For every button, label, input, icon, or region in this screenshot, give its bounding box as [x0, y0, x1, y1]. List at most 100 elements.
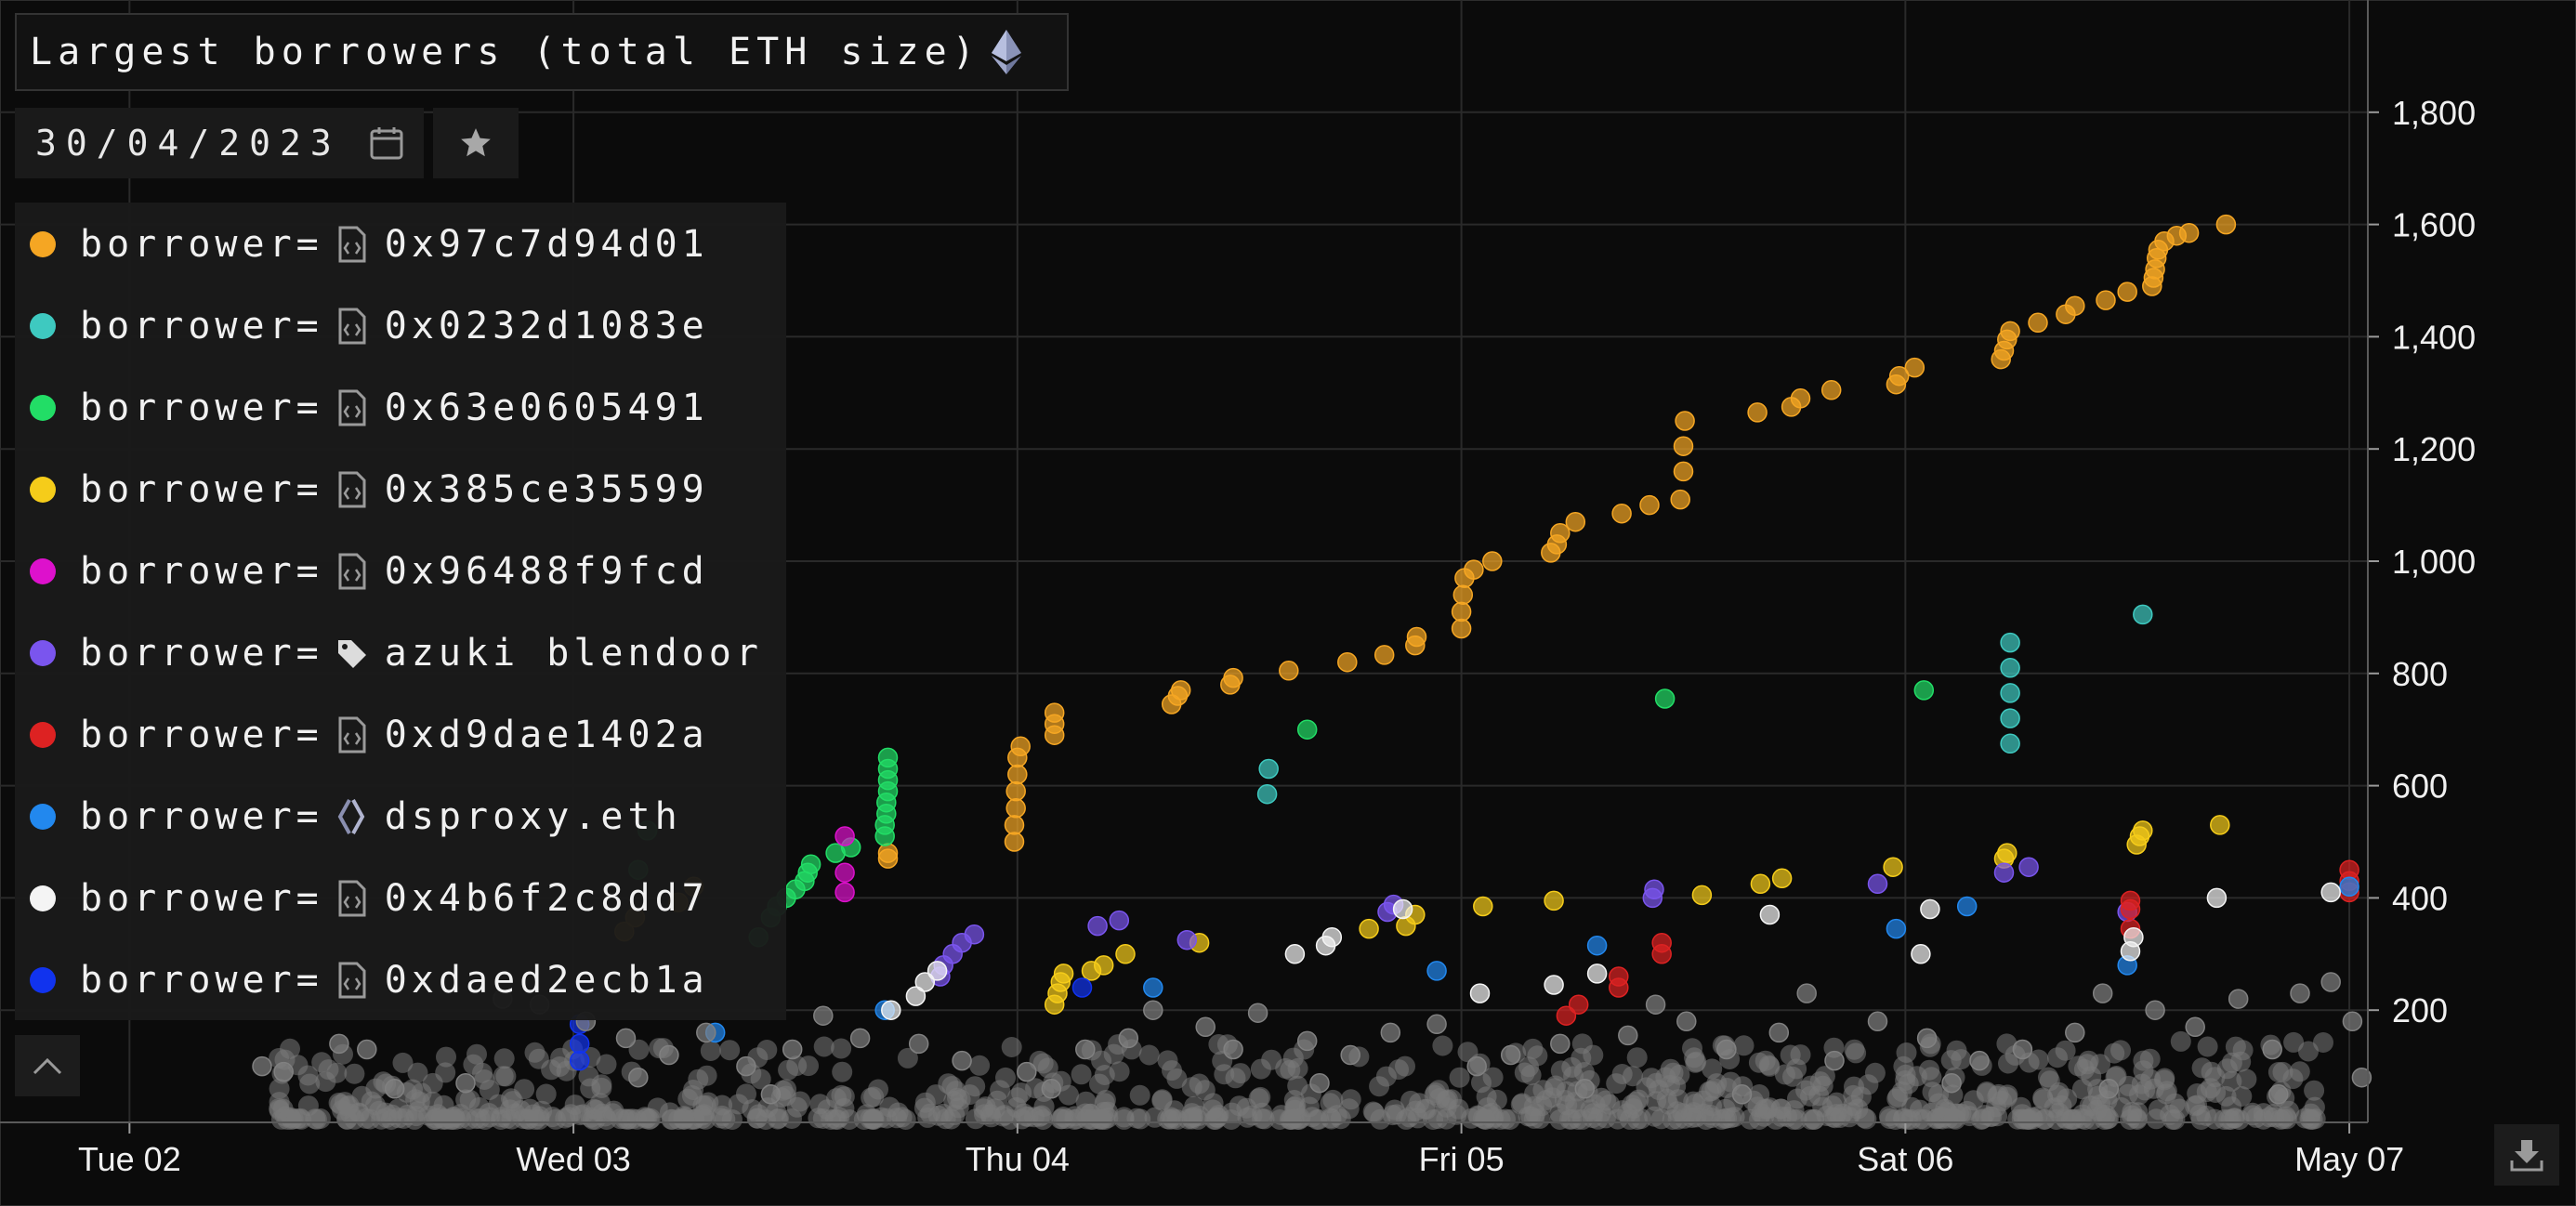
- background-point: [1814, 1066, 1835, 1087]
- legend-item[interactable]: borrower= 0xd9dae1402a: [15, 694, 786, 776]
- data-point-series-5: [1109, 910, 1130, 931]
- data-point-series-3: [1997, 843, 2017, 863]
- legend-item[interactable]: borrower= 0x4b6f2c8dd7: [15, 858, 786, 939]
- data-point-series-1: [2000, 733, 2020, 754]
- legend-item[interactable]: borrower= 0x97c7d94d01: [15, 203, 786, 285]
- legend-item[interactable]: borrower= dsproxy.eth: [15, 776, 786, 858]
- legend-dot: [30, 395, 56, 421]
- date-picker[interactable]: 30/04/2023: [15, 108, 424, 178]
- x-tick-label: Tue 02: [78, 1140, 181, 1178]
- data-point-series-0: [1611, 503, 1632, 524]
- data-point-series-0: [1004, 832, 1025, 852]
- data-point-series-10: [1676, 1011, 1697, 1032]
- data-point-series-8: [914, 972, 936, 992]
- legend-item[interactable]: borrower= 0x63e0605491: [15, 367, 786, 449]
- background-point: [305, 1108, 326, 1130]
- background-point: [1841, 1102, 1862, 1123]
- legend-item[interactable]: borrower= azuki blendoor: [15, 612, 786, 694]
- data-point-series-10: [696, 1022, 716, 1043]
- data-point-series-1: [2133, 604, 2153, 625]
- calendar-icon[interactable]: [368, 125, 405, 162]
- y-tick-label: 600: [2392, 767, 2448, 806]
- data-point-series-10: [1466, 1055, 1487, 1077]
- data-point-series-0: [1673, 436, 1694, 456]
- download-button[interactable]: [2494, 1124, 2559, 1186]
- data-point-series-1: [1258, 758, 1279, 780]
- data-point-series-6: [1651, 932, 1672, 953]
- data-point-series-10: [659, 1044, 679, 1066]
- y-tick-label: 1,400: [2392, 318, 2476, 356]
- data-point-series-0: [2117, 282, 2137, 302]
- data-point-series-7: [2339, 876, 2359, 898]
- data-point-series-10: [736, 1055, 756, 1077]
- data-point-series-5: [964, 924, 985, 945]
- background-point: [2221, 1052, 2242, 1073]
- data-point-series-0: [1451, 618, 1472, 639]
- data-point-series-3: [1691, 885, 1713, 906]
- legend-item[interactable]: borrower= 0xdaed2ecb1a: [15, 939, 786, 1021]
- legend-label: borrower=: [80, 468, 323, 511]
- data-point-series-0: [1790, 388, 1811, 409]
- y-tick-label: 1,000: [2392, 543, 2476, 581]
- legend-value: 0xdaed2ecb1a: [384, 959, 709, 1002]
- data-point-series-8: [1911, 944, 1931, 964]
- contract-file-icon: [335, 551, 368, 592]
- data-point-series-1: [1256, 783, 1278, 805]
- data-point-series-10: [1645, 994, 1666, 1015]
- data-point-series-3: [1093, 955, 1114, 976]
- background-point: [1320, 1093, 1341, 1114]
- background-point: [2197, 1036, 2218, 1057]
- legend-label: borrower=: [80, 714, 323, 756]
- data-point-series-0: [1373, 645, 1395, 665]
- background-point: [1362, 1101, 1384, 1122]
- data-point-series-0: [1170, 680, 1191, 701]
- data-point-series-10: [2351, 1067, 2372, 1088]
- data-point-series-0: [1888, 365, 1910, 387]
- background-point: [1583, 1044, 1604, 1066]
- data-point-series-10: [813, 1005, 834, 1026]
- background-point: [1075, 1103, 1096, 1124]
- background-point: [493, 1048, 515, 1069]
- background-point: [1423, 1109, 1444, 1130]
- data-point-series-0: [2096, 290, 2116, 310]
- data-point-series-8: [905, 986, 927, 1006]
- background-point: [1898, 1073, 1919, 1095]
- background-point: [2038, 1067, 2058, 1088]
- data-point-series-8: [1469, 983, 1491, 1003]
- legend-value: dsproxy.eth: [384, 795, 682, 838]
- legend-label: borrower=: [80, 223, 323, 266]
- contract-file-icon: [335, 224, 368, 265]
- legend-item[interactable]: borrower= 0x385ce35599: [15, 449, 786, 531]
- collapse-legend-button[interactable]: [15, 1035, 80, 1096]
- background-point: [1641, 1068, 1663, 1089]
- background-point: [897, 1047, 918, 1068]
- legend-item[interactable]: borrower= 0x96488f9fcd: [15, 531, 786, 612]
- data-point-series-6: [2120, 890, 2141, 911]
- data-point-series-4: [835, 882, 855, 903]
- data-point-series-0: [1464, 559, 1484, 580]
- chart-title-box: Largest borrowers (total ETH size): [15, 13, 1069, 91]
- background-point: [2298, 1041, 2319, 1062]
- data-point-series-10: [2012, 1039, 2033, 1060]
- data-point-series-10: [2342, 1011, 2363, 1032]
- background-point: [1766, 1108, 1786, 1130]
- data-point-series-10: [760, 1084, 782, 1105]
- data-point-series-2: [1654, 688, 1676, 709]
- data-point-series-10: [952, 1050, 972, 1071]
- background-point: [1432, 1035, 1453, 1056]
- background-point: [529, 1108, 550, 1130]
- background-point: [1702, 1058, 1723, 1080]
- y-tick-label: 1,200: [2392, 430, 2476, 468]
- background-point: [1786, 1058, 1807, 1080]
- data-point-series-4: [835, 826, 855, 846]
- data-point-series-8: [2123, 926, 2144, 948]
- legend-item[interactable]: borrower= 0x0232d1083e: [15, 285, 786, 367]
- data-point-series-0: [2028, 312, 2048, 334]
- background-point: [1188, 1108, 1209, 1130]
- data-point-series-10: [1941, 1072, 1962, 1094]
- data-point-series-8: [2320, 882, 2341, 903]
- data-point-series-10: [2098, 1079, 2120, 1099]
- favorite-button[interactable]: [433, 108, 519, 178]
- legend-label: borrower=: [80, 877, 323, 920]
- x-tick-label: Sat 06: [1857, 1140, 1953, 1178]
